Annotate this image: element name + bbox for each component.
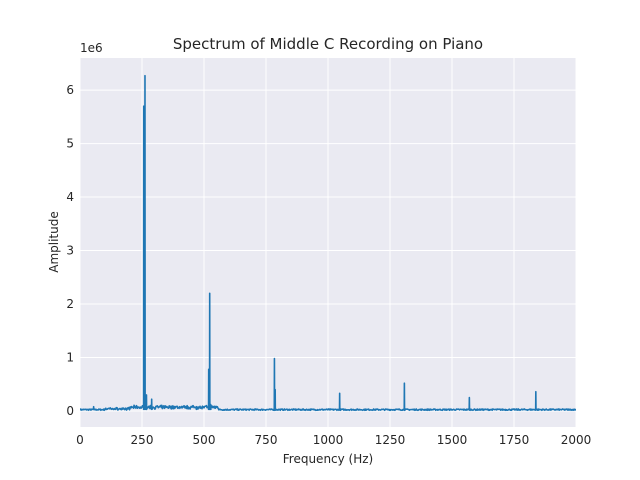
x-tick-label: 2000 bbox=[561, 433, 592, 447]
amplitude-series-line bbox=[80, 74, 576, 412]
y-tick-label: 1 bbox=[66, 350, 74, 364]
x-tick-label: 1750 bbox=[499, 433, 530, 447]
chart-title: Spectrum of Middle C Recording on Piano bbox=[173, 35, 483, 53]
x-tick-label: 1000 bbox=[313, 433, 344, 447]
x-tick-label: 1250 bbox=[375, 433, 406, 447]
y-offset-label: 1e6 bbox=[80, 41, 103, 55]
y-tick-label: 0 bbox=[66, 404, 74, 418]
y-tick-label: 2 bbox=[66, 297, 74, 311]
x-tick-label: 250 bbox=[131, 433, 154, 447]
y-tick-label: 5 bbox=[66, 137, 74, 151]
y-tick-labels: 0 1 2 3 4 5 6 bbox=[66, 83, 74, 418]
x-axis-label: Frequency (Hz) bbox=[283, 452, 374, 466]
y-tick-label: 3 bbox=[66, 244, 74, 258]
grid-lines bbox=[79, 58, 577, 427]
x-tick-label: 750 bbox=[255, 433, 278, 447]
x-tick-label: 1500 bbox=[437, 433, 468, 447]
y-axis-label: Amplitude bbox=[47, 211, 61, 273]
x-tick-label: 500 bbox=[193, 433, 216, 447]
x-tick-labels: 0 250 500 750 1000 1250 1500 1750 2000 bbox=[76, 433, 591, 447]
y-tick-label: 6 bbox=[66, 83, 74, 97]
y-tick-label: 4 bbox=[66, 190, 74, 204]
x-tick-label: 0 bbox=[76, 433, 84, 447]
